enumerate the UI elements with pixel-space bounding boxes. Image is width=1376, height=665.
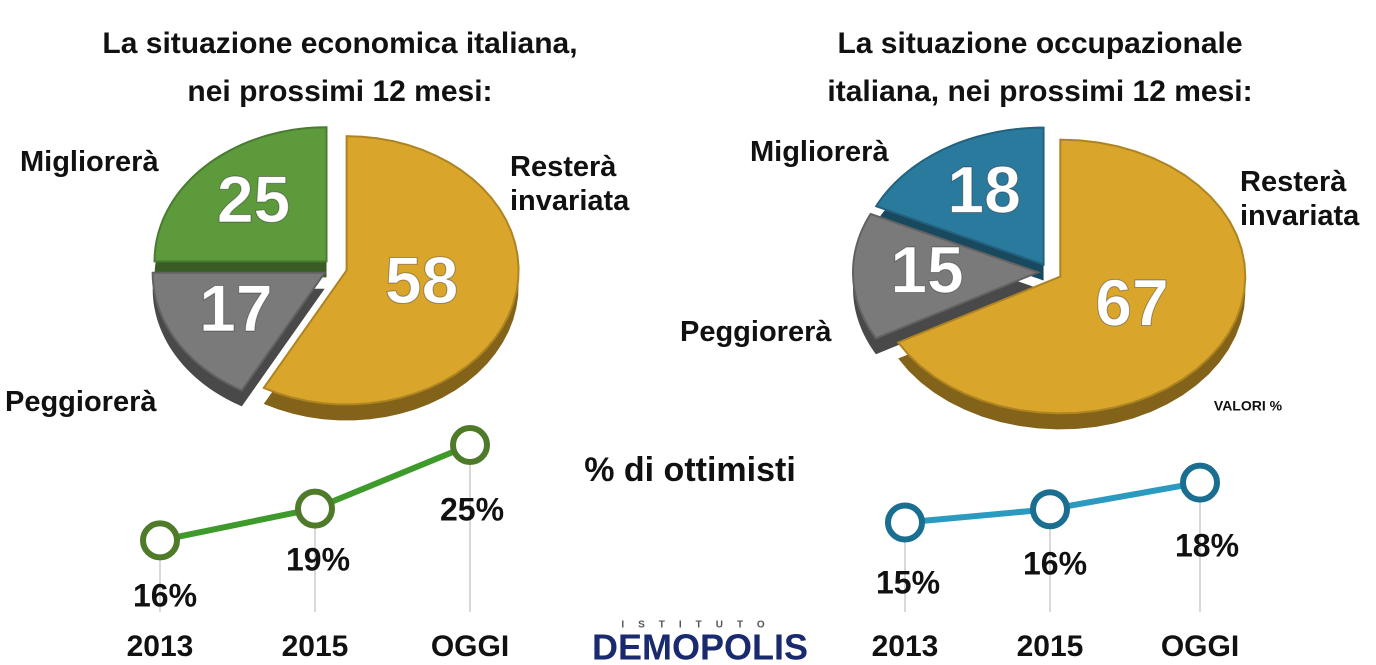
chart-title: La situazione occupazionale — [837, 27, 1242, 60]
slice-category: Resterà invariata — [1240, 166, 1360, 232]
slice-value: 15 — [890, 232, 963, 306]
value-label: 16% — [1023, 545, 1087, 581]
pie-slice — [852, 212, 1041, 340]
slice-value: 25 — [217, 162, 290, 236]
x-tick-label: 2013 — [872, 630, 939, 663]
marker — [885, 502, 925, 543]
pie-slice — [896, 138, 1247, 415]
logo-top: ISTITUTO — [621, 620, 778, 631]
x-tick-label: 2013 — [127, 630, 194, 663]
x-tick-label: 2015 — [1017, 630, 1084, 663]
x-tick-label: 2015 — [282, 630, 349, 663]
slice-category: Peggiorerà — [5, 386, 157, 418]
marker — [295, 488, 335, 529]
slice-value: 18 — [947, 153, 1020, 227]
slice-value: 58 — [385, 243, 458, 317]
chart-title: nei prossimi 12 mesi: — [187, 75, 492, 108]
slice-value: 67 — [1095, 265, 1168, 339]
marker — [450, 425, 490, 465]
x-tick-label: OGGI — [1161, 630, 1239, 663]
annotation: % di ottimisti — [584, 451, 796, 489]
marker — [1030, 489, 1070, 530]
logo-name: DEMOPOLIS — [592, 627, 808, 665]
value-label: 19% — [286, 541, 350, 577]
chart-title: italiana, nei prossimi 12 mesi: — [827, 75, 1252, 108]
value-label: 16% — [133, 577, 197, 613]
slice-category: Peggiorerà — [680, 316, 832, 348]
value-label: 18% — [1175, 527, 1239, 563]
pie-slice — [874, 126, 1045, 266]
units-note: VALORI % — [1214, 398, 1283, 414]
value-label: 25% — [440, 491, 504, 527]
slice-category: Migliorerà — [750, 136, 889, 168]
slice-category: Resterà invariata — [510, 151, 630, 217]
slice-value: 17 — [199, 271, 272, 345]
chart-title: La situazione economica italiana, — [102, 27, 577, 60]
marker — [1180, 462, 1220, 503]
x-tick-label: OGGI — [431, 630, 509, 663]
marker — [140, 520, 180, 561]
pie-slice — [262, 135, 520, 406]
value-label: 15% — [876, 564, 940, 600]
pie-slice — [153, 126, 328, 263]
slice-category: Migliorerà — [20, 146, 159, 178]
pie-slice — [151, 271, 327, 392]
